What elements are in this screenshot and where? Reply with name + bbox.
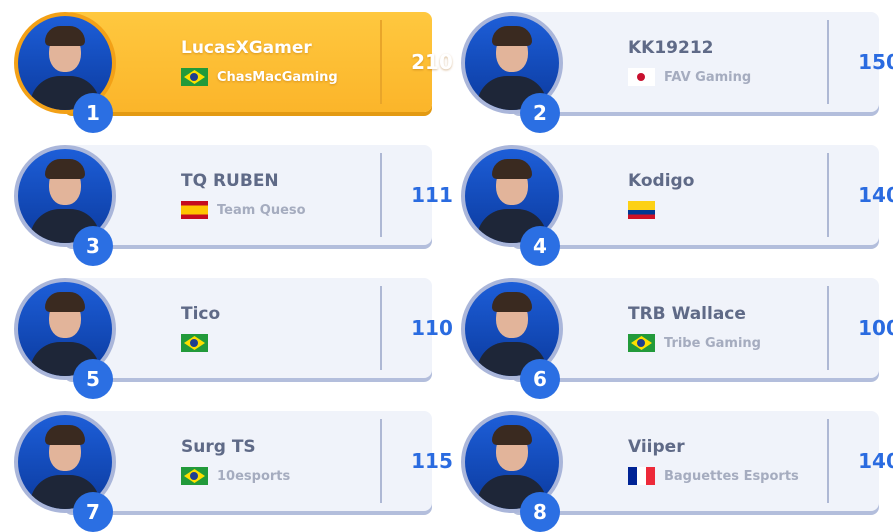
japan-flag-icon <box>628 68 655 86</box>
rank-badge: 3 <box>73 226 113 266</box>
divider <box>380 419 382 503</box>
player-team: ChasMacGaming <box>181 68 338 86</box>
player-card: Kodigo 140 <box>511 145 893 245</box>
player-team: Team Queso <box>181 201 306 219</box>
brazil-flag-icon <box>181 334 208 352</box>
team-name: FAV Gaming <box>664 69 752 85</box>
rank-badge: 8 <box>520 492 560 532</box>
player-name: TRB Wallace <box>628 304 746 324</box>
player-team: Tribe Gaming <box>628 334 761 352</box>
player-name: TQ RUBEN <box>181 171 279 191</box>
rank-badge: 2 <box>520 93 560 133</box>
france-flag-icon <box>628 467 655 485</box>
player-name: Kodigo <box>628 171 695 191</box>
player-name: KK19212 <box>628 38 714 58</box>
brazil-flag-icon <box>181 467 208 485</box>
player-card: Surg TS 10esports 115 <box>64 411 453 511</box>
player-team <box>628 201 664 219</box>
team-name: Tribe Gaming <box>664 335 761 351</box>
player-team: Baguettes Esports <box>628 467 799 485</box>
rank-badge: 4 <box>520 226 560 266</box>
leaderboard-entry[interactable]: TQ RUBEN Team Queso 111 3 <box>14 145 453 266</box>
player-team: FAV Gaming <box>628 68 751 86</box>
brazil-flag-icon <box>181 68 208 86</box>
player-score: 210 <box>411 50 453 74</box>
avatar <box>461 145 563 247</box>
divider <box>827 153 829 237</box>
colombia-flag-icon <box>628 201 655 219</box>
player-score: 110 <box>411 316 453 340</box>
divider <box>380 153 382 237</box>
player-score: 140 <box>858 449 893 473</box>
divider <box>380 286 382 370</box>
leaderboard-entry[interactable]: TRB Wallace Tribe Gaming 100 6 <box>461 278 893 399</box>
player-team: 10esports <box>181 467 290 485</box>
leaderboard-entry[interactable]: KK19212 FAV Gaming 150 2 <box>461 12 893 133</box>
team-name: Team Queso <box>217 202 306 218</box>
player-name: Tico <box>181 304 221 324</box>
player-card: TRB Wallace Tribe Gaming 100 <box>511 278 893 378</box>
brazil-flag-icon <box>628 334 655 352</box>
leaderboard-entry[interactable]: Tico 110 5 <box>14 278 453 399</box>
leaderboard-entry[interactable]: LucasXGamer ChasMacGaming 210 1 <box>14 12 453 133</box>
divider <box>827 20 829 104</box>
avatar <box>14 145 116 247</box>
spain-flag-icon <box>181 201 208 219</box>
avatar <box>14 278 116 380</box>
player-name: Surg TS <box>181 437 256 457</box>
team-name: 10esports <box>217 468 291 484</box>
player-score: 150 <box>858 50 893 74</box>
avatar <box>14 12 116 114</box>
rank-badge: 7 <box>73 492 113 532</box>
player-team <box>181 334 217 352</box>
player-card: KK19212 FAV Gaming 150 <box>511 12 893 112</box>
player-card: LucasXGamer ChasMacGaming 210 <box>64 12 453 112</box>
team-name: Baguettes Esports <box>664 468 799 484</box>
rank-badge: 6 <box>520 359 560 399</box>
team-name: ChasMacGaming <box>217 69 338 85</box>
player-card: Viiper Baguettes Esports 140 <box>511 411 893 511</box>
player-score: 140 <box>858 183 893 207</box>
rank-badge: 5 <box>73 359 113 399</box>
rank-badge: 1 <box>73 93 113 133</box>
player-score: 111 <box>411 183 453 207</box>
leaderboard-entry[interactable]: Surg TS 10esports 115 7 <box>14 411 453 532</box>
player-card: Tico 110 <box>64 278 453 378</box>
player-name: LucasXGamer <box>181 38 312 58</box>
divider <box>827 419 829 503</box>
avatar <box>461 411 563 513</box>
player-name: Viiper <box>628 437 685 457</box>
player-card: TQ RUBEN Team Queso 111 <box>64 145 453 245</box>
divider <box>827 286 829 370</box>
player-score: 100 <box>858 316 893 340</box>
player-score: 115 <box>411 449 453 473</box>
divider <box>380 20 382 104</box>
leaderboard-entry[interactable]: Viiper Baguettes Esports 140 8 <box>461 411 893 532</box>
leaderboard-entry[interactable]: Kodigo 140 4 <box>461 145 893 266</box>
